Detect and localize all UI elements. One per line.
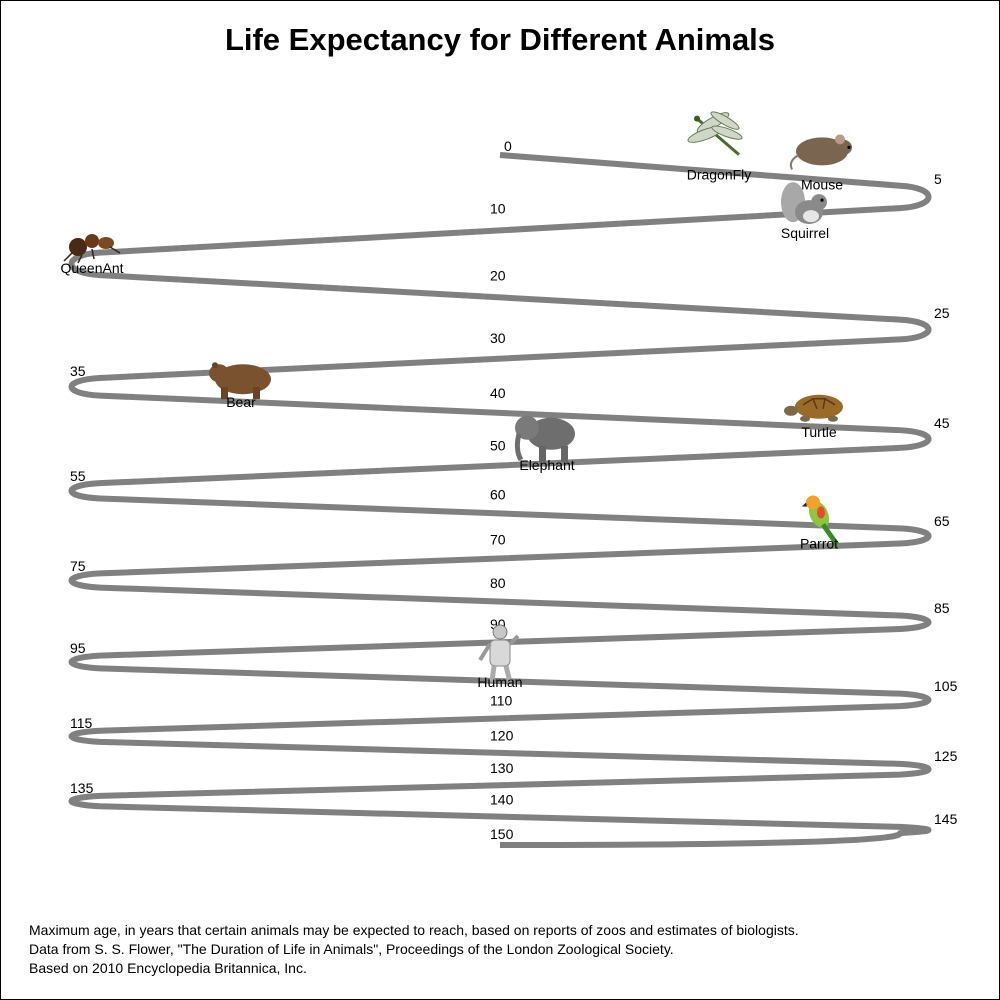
- tick-label-60: 60: [490, 487, 506, 503]
- animal-label-parrot: Parrot: [800, 536, 838, 552]
- tick-label-25: 25: [934, 305, 950, 321]
- tick-label-20: 20: [490, 268, 506, 284]
- mouse-icon: [789, 134, 852, 170]
- bear-icon: [209, 362, 271, 400]
- animal-label-turtle: Turtle: [801, 424, 836, 440]
- tick-label-130: 130: [490, 760, 514, 776]
- tick-label-115: 115: [70, 715, 93, 731]
- animal-label-dragonfly: DragonFly: [687, 167, 752, 183]
- tick-label-35: 35: [70, 363, 86, 379]
- animal-label-human: Human: [477, 674, 522, 690]
- tick-label-140: 140: [490, 792, 514, 808]
- tick-label-50: 50: [490, 438, 506, 454]
- tick-label-70: 70: [490, 532, 506, 548]
- tick-label-55: 55: [70, 468, 86, 484]
- footer-note-source: Data from S. S. Flower, "The Duration of…: [29, 941, 674, 957]
- tick-label-150: 150: [490, 826, 514, 842]
- tick-label-80: 80: [490, 575, 506, 591]
- tick-label-75: 75: [70, 558, 86, 574]
- tick-label-145: 145: [934, 811, 958, 827]
- tick-label-30: 30: [490, 330, 506, 346]
- animal-label-queenant: QueenAnt: [60, 260, 123, 276]
- tick-label-45: 45: [934, 415, 950, 431]
- tick-label-95: 95: [70, 640, 86, 656]
- tick-label-105: 105: [934, 678, 958, 694]
- squirrel-icon: [781, 182, 827, 225]
- animal-label-bear: Bear: [226, 394, 256, 410]
- parrot-icon: [802, 495, 840, 546]
- turtle-icon: [784, 394, 843, 422]
- tick-label-0: 0: [504, 138, 512, 154]
- tick-label-110: 110: [490, 693, 513, 709]
- animal-label-elephant: Elephant: [519, 457, 574, 473]
- tick-label-125: 125: [934, 748, 958, 764]
- footer-note-credit: Based on 2010 Encyclopedia Britannica, I…: [29, 960, 307, 976]
- dragonfly-icon: [687, 111, 743, 156]
- queen-ant-icon: [63, 234, 121, 264]
- tick-label-120: 120: [490, 728, 514, 744]
- chart-title: Life Expectancy for Different Animals: [224, 22, 776, 57]
- animal-label-mouse: Mouse: [801, 176, 843, 192]
- elephant-icon: [514, 415, 575, 462]
- footer-note-description: Maximum age, in years that certain anima…: [29, 922, 799, 938]
- tick-label-135: 135: [70, 780, 94, 796]
- tick-label-65: 65: [934, 513, 950, 529]
- tick-label-40: 40: [490, 385, 506, 401]
- lifespan-serpentine-path: [68, 152, 932, 848]
- animal-label-squirrel: Squirrel: [781, 225, 829, 241]
- tick-label-5: 5: [934, 171, 942, 187]
- tick-label-10: 10: [490, 201, 506, 217]
- human-statue-icon: [478, 624, 520, 683]
- tick-label-85: 85: [934, 600, 950, 616]
